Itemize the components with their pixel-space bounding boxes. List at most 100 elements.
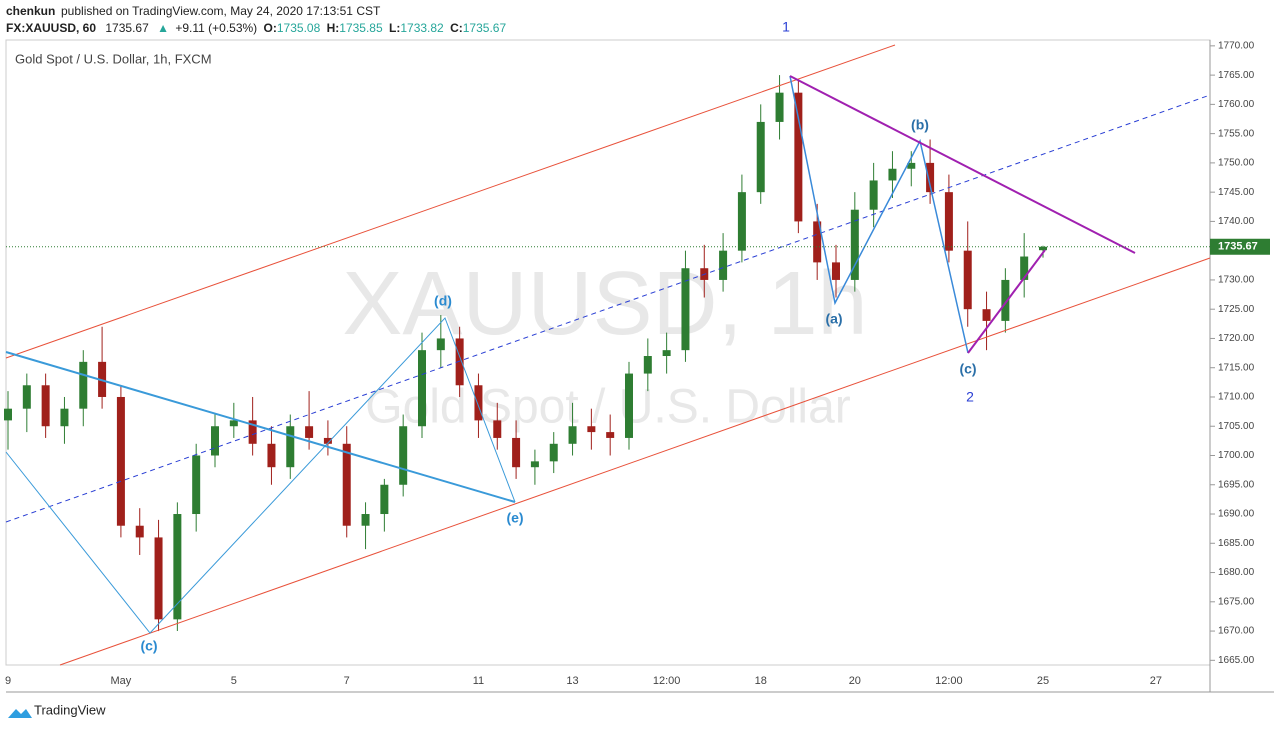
arrow: ▲ — [157, 21, 169, 35]
y-tick-label: 1765.00 — [1218, 70, 1255, 81]
candle-body — [850, 209, 859, 280]
x-tick-label: 25 — [1037, 675, 1049, 687]
candle-body — [737, 192, 746, 251]
y-tick-label: 1665.00 — [1218, 655, 1255, 666]
y-tick-label: 1755.00 — [1218, 128, 1255, 139]
triangle-line — [5, 351, 516, 503]
c: 1735.67 — [463, 21, 507, 35]
o: 1735.08 — [277, 21, 321, 35]
y-tick-label: 1715.00 — [1218, 362, 1255, 373]
quote-line: FX:XAUUSD, 60 1735.67 ▲ +9.11 (+0.53%) O… — [6, 21, 506, 35]
candle-body — [22, 385, 31, 409]
candle-body — [963, 250, 972, 310]
x-tick-label: 5 — [231, 675, 237, 687]
y-tick-label: 1670.00 — [1218, 626, 1255, 637]
y-tick-label: 1705.00 — [1218, 421, 1255, 432]
author: chenkun — [6, 4, 55, 18]
x-tick-label: 12:00 — [935, 675, 963, 687]
candle-body — [606, 432, 615, 438]
candle-body — [192, 455, 201, 515]
candle-body — [512, 437, 521, 468]
x-tick-label: 18 — [755, 675, 767, 687]
candle-body — [1020, 256, 1029, 280]
wave-label: (c) — [140, 638, 157, 654]
change: +9.11 (+0.53%) — [175, 21, 257, 35]
l: 1733.82 — [400, 21, 444, 35]
candle-body — [267, 443, 276, 468]
x-tick-label: 13 — [566, 675, 578, 687]
y-tick-label: 1760.00 — [1218, 99, 1255, 110]
wave-label: 2 — [966, 389, 974, 405]
candle-body — [869, 180, 878, 210]
h: 1735.85 — [339, 21, 383, 35]
candle-body — [60, 408, 69, 427]
candle-body — [794, 92, 803, 222]
wave-zigzag — [5, 317, 516, 634]
candle-body — [832, 262, 840, 280]
last: 1735.67 — [105, 21, 149, 35]
y-tick-label: 1695.00 — [1218, 479, 1255, 490]
candle-body — [41, 385, 50, 427]
candle-body — [342, 443, 351, 526]
last-price-tag — [1210, 238, 1270, 255]
candle-body — [173, 514, 182, 620]
y-tick-label: 1725.00 — [1218, 304, 1255, 315]
y-tick-label: 1710.00 — [1218, 392, 1255, 403]
candle-body — [662, 350, 671, 357]
channel-mid — [5, 94, 1211, 523]
last-price-label: 1735.67 — [1218, 241, 1258, 253]
footer[interactable]: TradingView — [8, 702, 106, 718]
x-tick-label: 9 — [5, 675, 11, 687]
c-label: C: — [450, 21, 463, 35]
channel-lower — [59, 257, 1211, 666]
candle-body — [587, 426, 596, 433]
abc-zigzag — [789, 75, 969, 354]
published: published on TradingView.com, May 24, 20… — [61, 4, 381, 18]
candle-body — [361, 514, 370, 526]
candle-body — [229, 420, 238, 427]
candle-body — [79, 361, 88, 409]
y-tick-label: 1685.00 — [1218, 538, 1255, 549]
candle-body — [455, 338, 464, 386]
x-tick-label: 20 — [849, 675, 861, 687]
candle-body — [907, 162, 916, 169]
footer-text: TradingView — [34, 702, 106, 717]
candle-body — [286, 426, 295, 468]
candle-body — [813, 221, 822, 263]
wave-label: (c) — [959, 361, 976, 377]
candle-body — [926, 162, 935, 193]
y-tick-label: 1750.00 — [1218, 158, 1255, 169]
candle-body — [888, 168, 897, 181]
candle-body — [982, 309, 991, 321]
y-tick-label: 1700.00 — [1218, 450, 1255, 461]
wave-label: (e) — [506, 510, 523, 526]
candle-body — [568, 426, 577, 444]
candle-body — [211, 426, 219, 456]
channel-upper — [5, 44, 896, 359]
purple-lower — [967, 249, 1046, 354]
o-label: O: — [264, 21, 277, 35]
candle-body — [549, 443, 558, 462]
x-tick-label: May — [111, 675, 132, 687]
candle-body — [643, 356, 652, 374]
candle-body — [681, 268, 690, 351]
h-label: H: — [327, 21, 340, 35]
candle-body — [775, 92, 784, 122]
purple-upper — [789, 75, 1136, 254]
candle-body — [756, 121, 765, 193]
y-tick-label: 1675.00 — [1218, 596, 1255, 607]
wave-label: (b) — [911, 117, 929, 133]
y-tick-label: 1770.00 — [1218, 40, 1255, 51]
x-tick-label: 12:00 — [653, 675, 681, 687]
candle-body — [474, 385, 483, 421]
candle-body — [719, 250, 728, 280]
y-tick-label: 1690.00 — [1218, 509, 1255, 520]
candle-body — [1001, 279, 1010, 321]
candle-body — [305, 426, 314, 438]
candle-body — [248, 420, 257, 444]
watermark-name: Gold Spot / U.S. Dollar — [365, 381, 851, 434]
wave-label: (d) — [434, 293, 452, 309]
